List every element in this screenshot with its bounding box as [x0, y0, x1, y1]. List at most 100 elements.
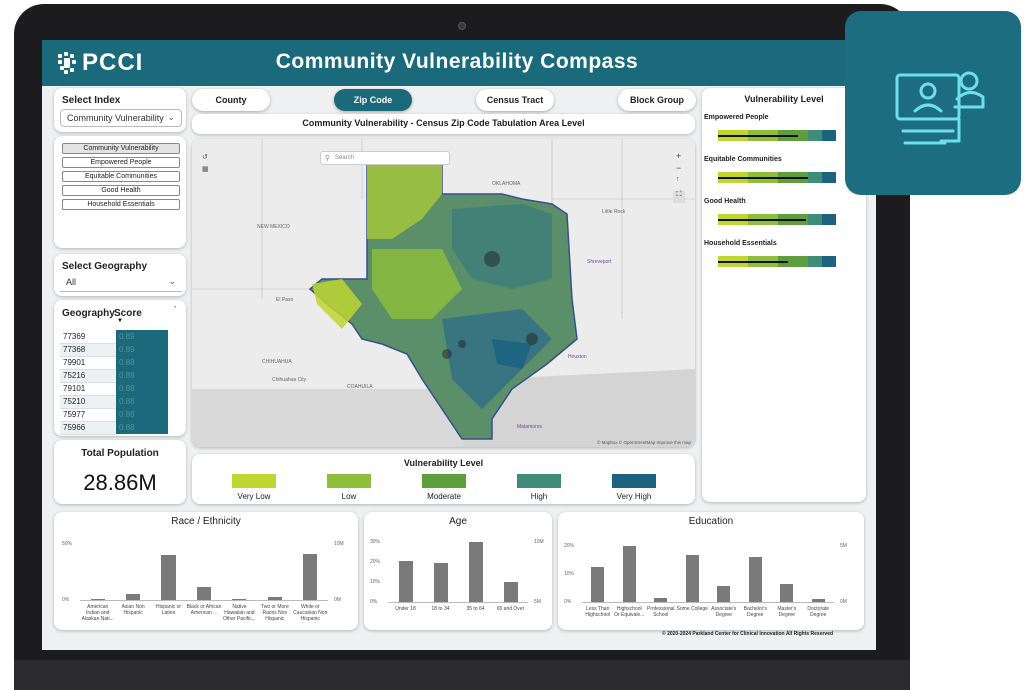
secondary-axis-tick-label: 10M: [534, 539, 544, 545]
vulnerability-legend-card: Vulnerability Level Very Low Low Moderate H…: [192, 454, 695, 504]
dashboard-screen: PCCI Community Vulnerability Compass Sel…: [42, 40, 876, 650]
chart-bar[interactable]: [196, 586, 212, 600]
chart-bar[interactable]: [468, 542, 483, 602]
select-index-value: Community Vulnerability: [67, 113, 164, 123]
sort-descending-icon[interactable]: ▼: [117, 318, 123, 324]
zoom-in-icon[interactable]: +: [676, 151, 682, 161]
chart-bar[interactable]: [717, 586, 731, 602]
tab-census-tract[interactable]: Census Tract: [476, 89, 554, 111]
map-canvas[interactable]: [192, 139, 695, 447]
map-lasso-icon[interactable]: ⛶: [673, 191, 685, 203]
tab-county[interactable]: County: [192, 89, 270, 111]
zoom-out-icon[interactable]: −: [676, 163, 682, 173]
map-place-label: OKLAHOMA: [492, 181, 521, 187]
chart-bar[interactable]: [232, 599, 247, 600]
online-meeting-icon: [895, 71, 985, 145]
index-selector-card: Community Vulnerability Empowered People…: [54, 136, 186, 248]
vulnerability-bar-segment: [808, 256, 822, 267]
y-axis-tick-label: 20%: [370, 559, 381, 565]
select-index-card: Select Index Community Vulnerability ⌄: [54, 88, 186, 132]
y-axis-tick-label: 30%: [370, 539, 381, 545]
race-ethnicity-chart: Race / Ethnicity American Indian and Ala…: [54, 512, 358, 630]
total-population-label: Total Population: [81, 448, 159, 459]
vulnerability-bar[interactable]: [718, 256, 836, 267]
chart-category-label: Doctorate Degree: [807, 606, 830, 618]
compass-icon[interactable]: ↑: [676, 176, 680, 183]
page-title: Community Vulnerability Compass: [275, 50, 639, 73]
vulnerability-bar[interactable]: [718, 172, 836, 183]
geography-column-header[interactable]: Geography: [62, 308, 115, 319]
chart-bar[interactable]: [685, 554, 699, 602]
y-axis-tick-label: 0%: [62, 597, 70, 603]
map-subtitle-card: Community Vulnerability - Census Zip Cod…: [192, 114, 695, 134]
map-place-label: COAHUILA: [347, 384, 373, 390]
vulnerability-bar[interactable]: [718, 214, 836, 225]
map-place-label: CHIHUAHUA: [262, 359, 292, 365]
chart-bar[interactable]: [748, 557, 762, 602]
index-option-community-vulnerability[interactable]: Community Vulnerability: [62, 143, 180, 154]
tab-block-group[interactable]: Block Group: [618, 89, 696, 111]
table-row[interactable]: 79901 0.88: [60, 356, 168, 370]
table-row[interactable]: 77368 0.89: [60, 343, 168, 357]
table-row[interactable]: 75966 0.88: [60, 421, 168, 435]
chart-bar[interactable]: [622, 546, 636, 602]
chart-bar[interactable]: [303, 554, 318, 600]
y-axis-tick-label: 10%: [564, 571, 575, 577]
map-search-input[interactable]: ⚲ Search: [320, 151, 450, 165]
geography-cell: 75966: [60, 421, 116, 435]
secondary-axis-tick-label: 0M: [334, 597, 341, 603]
map-place-label: NEW MEXICO: [257, 224, 290, 230]
index-option-household-essentials[interactable]: Household Essentials: [62, 199, 180, 210]
chart-bar[interactable]: [591, 567, 605, 602]
legend-swatch[interactable]: [517, 474, 561, 488]
chart-bar[interactable]: [433, 563, 448, 602]
chart-category-label: White or Caucasian Non Hispanic: [293, 604, 328, 622]
age-chart-title: Age: [449, 516, 467, 527]
pcci-logo-mark-icon: [56, 50, 78, 76]
vulnerability-bar[interactable]: [718, 130, 836, 141]
legend-swatch[interactable]: [232, 474, 276, 488]
table-row[interactable]: 75210 0.88: [60, 395, 168, 409]
chart-bar[interactable]: [811, 598, 825, 602]
index-option-equitable-communities[interactable]: Equitable Communities: [62, 171, 180, 182]
chart-baseline: [388, 602, 528, 603]
index-option-good-health[interactable]: Good Health: [62, 185, 180, 196]
map-place-label: Matamoros: [517, 424, 543, 430]
map-attribution[interactable]: © Mapbox © OpenStreetMap Improve this ma…: [597, 440, 691, 445]
vulnerability-bar-segment: [778, 256, 808, 267]
tab-zip-code[interactable]: Zip Code: [334, 89, 412, 111]
map-reset-icon[interactable]: ↺: [202, 154, 208, 161]
map-place-label: Shreveport: [587, 259, 612, 265]
table-row[interactable]: 75977 0.88: [60, 408, 168, 422]
chart-bar[interactable]: [398, 560, 413, 602]
table-row[interactable]: 77369 0.89: [60, 330, 168, 344]
chart-bar[interactable]: [780, 584, 794, 602]
vulnerability-bar-segment: [822, 130, 836, 141]
select-index-dropdown[interactable]: Community Vulnerability ⌄: [60, 109, 182, 127]
choropleth-map[interactable]: ⚲ Search ↺ ▦ + − ↑ ⛶ OKLAHOMA NEW MEXICO…: [192, 139, 695, 447]
table-row[interactable]: 79101 0.88: [60, 382, 168, 396]
legend-swatch[interactable]: [612, 474, 656, 488]
vulnerability-bar-marker: [718, 261, 788, 263]
legend-swatch[interactable]: [422, 474, 466, 488]
map-layers-icon[interactable]: ▦: [202, 166, 209, 173]
chart-bar[interactable]: [654, 597, 668, 602]
chart-bar[interactable]: [161, 555, 176, 600]
score-cell: 0.88: [116, 395, 168, 408]
vulnerability-row-label: Equitable Communities: [704, 156, 782, 163]
vulnerability-bar-segment: [808, 172, 822, 183]
index-option-empowered-people[interactable]: Empowered People: [62, 157, 180, 168]
chart-bar[interactable]: [90, 599, 105, 600]
legend-label: Very High: [616, 492, 652, 501]
legend-title: Vulnerability Level: [403, 458, 484, 468]
chart-category-label: Master's Degree: [777, 606, 797, 618]
education-chart: Education Less Than Highschool Highschool…: [558, 512, 864, 630]
table-row[interactable]: 75216 0.88: [60, 369, 168, 383]
more-options-icon[interactable]: •: [174, 305, 177, 311]
score-column-header[interactable]: Score: [114, 308, 142, 319]
legend-swatch[interactable]: [327, 474, 371, 488]
select-geography-dropdown[interactable]: All ⌄: [60, 274, 182, 292]
chart-bar[interactable]: [267, 597, 282, 600]
chart-bar[interactable]: [503, 581, 518, 602]
chart-bar[interactable]: [126, 593, 141, 600]
